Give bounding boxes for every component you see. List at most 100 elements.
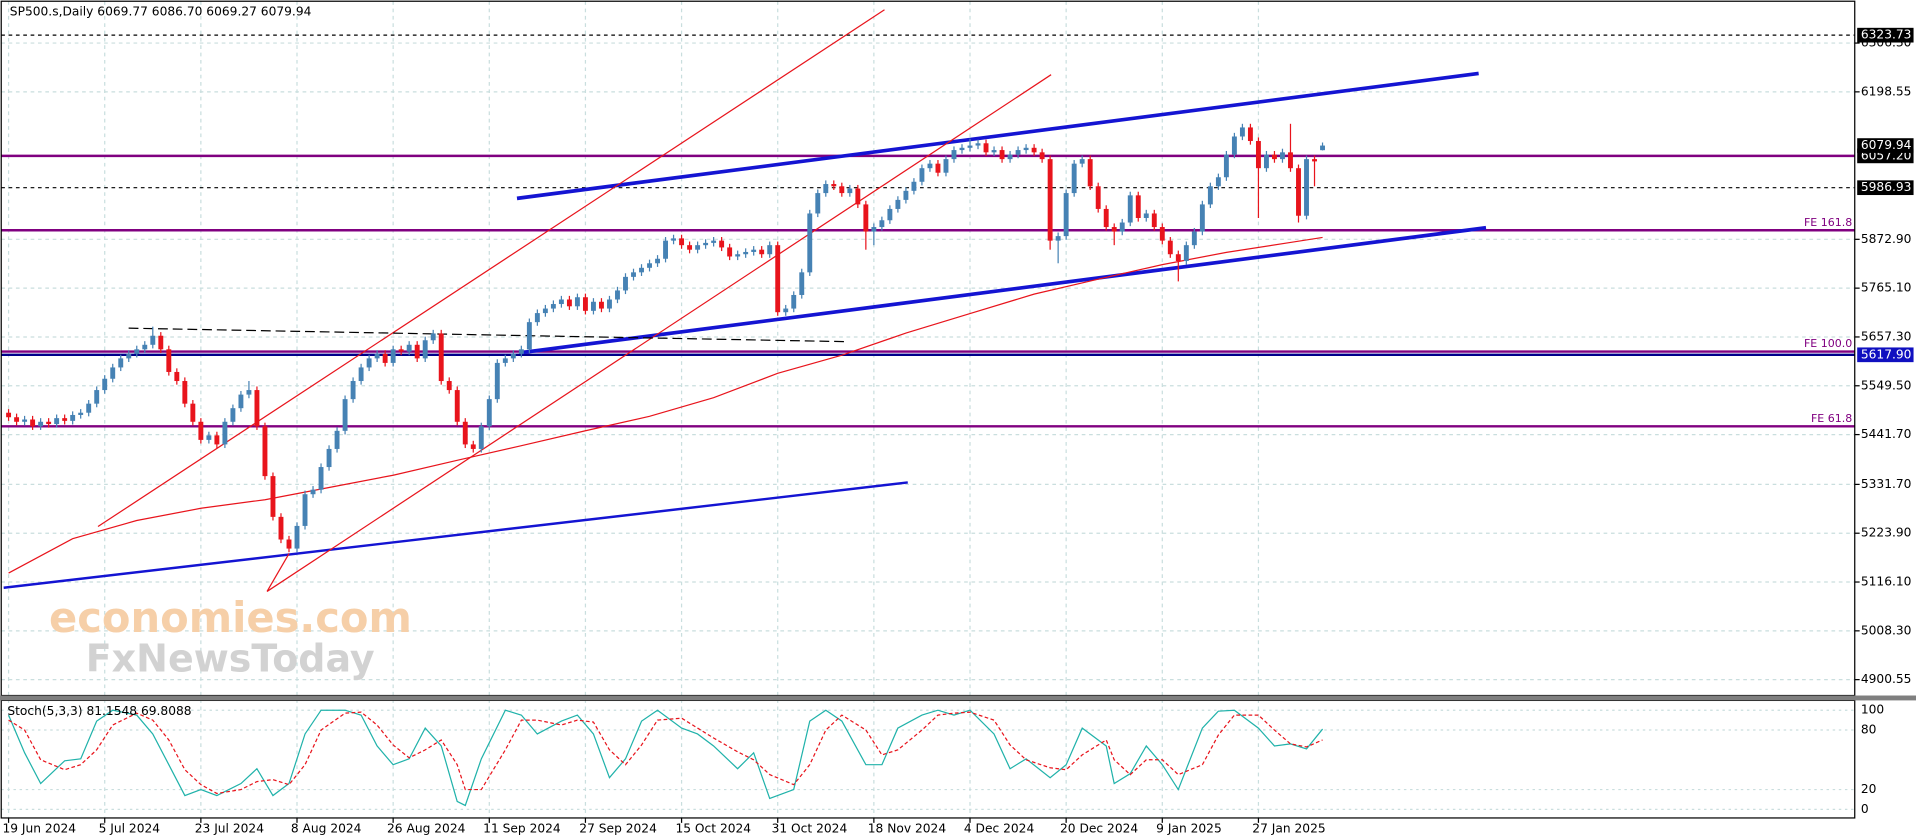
- level-label: FE 161.8: [1804, 216, 1852, 229]
- candle-body: [438, 333, 444, 382]
- candle-body: [574, 297, 580, 307]
- indicator-tick-label: 80: [1861, 723, 1877, 737]
- trend-line: [128, 327, 846, 343]
- candle-body: [166, 349, 172, 372]
- candle-body: [959, 147, 965, 151]
- candle-body: [647, 263, 652, 268]
- candle-body: [991, 150, 997, 153]
- candle-body: [214, 435, 220, 445]
- x-tick-label: 20 Dec 2024: [1060, 821, 1138, 835]
- x-tick-label: 5 Jul 2024: [99, 821, 161, 835]
- indicator-tick-label: 20: [1861, 782, 1877, 796]
- y-tick-label: 5116.10: [1861, 575, 1912, 589]
- candle-body: [118, 358, 124, 368]
- candle-body: [78, 412, 84, 415]
- candle-body: [1071, 163, 1077, 194]
- watermark: economies.com: [49, 593, 412, 642]
- candle-body: [887, 208, 893, 221]
- candle-body: [582, 297, 588, 311]
- candle-body: [470, 444, 476, 449]
- candle-body: [406, 344, 412, 352]
- y-tick-label: 5441.70: [1861, 427, 1912, 441]
- indicator-line: [8, 709, 1324, 807]
- candle-body: [1280, 152, 1285, 160]
- candle-body: [198, 421, 204, 440]
- moving-average: [8, 236, 1323, 574]
- candle-body: [318, 467, 324, 490]
- frame: [0, 0, 1916, 823]
- trend-line: [520, 225, 1487, 355]
- trend-line: [516, 71, 1479, 201]
- candle-body: [1031, 147, 1037, 153]
- candle-body: [1215, 177, 1221, 187]
- candle-body: [1175, 254, 1181, 262]
- candle-body: [1223, 154, 1229, 178]
- candle-body: [542, 308, 548, 314]
- y-tick-label: 6198.55: [1861, 84, 1912, 98]
- candle-body: [38, 421, 44, 427]
- candle-body: [855, 188, 861, 205]
- candle-body: [518, 349, 524, 354]
- candle-body: [86, 403, 92, 413]
- candle-body: [615, 290, 620, 300]
- candle-body: [783, 308, 789, 313]
- candle-body: [1143, 213, 1149, 218]
- candle-body: [1304, 159, 1309, 216]
- candle-body: [510, 353, 516, 359]
- candle-body: [895, 199, 901, 209]
- candle-body: [414, 344, 420, 359]
- candle-body: [967, 145, 973, 148]
- candle-body: [342, 399, 348, 431]
- candle-body: [422, 340, 428, 359]
- y-tick-label: 5223.90: [1861, 526, 1912, 540]
- candle-body: [943, 159, 949, 173]
- candle-body: [1063, 193, 1069, 237]
- candle-body: [871, 227, 877, 232]
- x-tick-label: 26 Aug 2024: [387, 821, 466, 835]
- candle-body: [735, 254, 741, 257]
- x-tick-label: 4 Dec 2024: [964, 821, 1035, 835]
- candle-body: [727, 247, 733, 257]
- candle-body: [1247, 127, 1253, 142]
- candle-body: [190, 403, 196, 422]
- candle-body: [454, 390, 460, 422]
- drawings: [3, 9, 1487, 592]
- candle-body: [639, 267, 644, 273]
- trend-line: [3, 481, 908, 589]
- y-tick-label: 5549.50: [1861, 378, 1912, 392]
- candle-body: [1320, 145, 1325, 151]
- candle-body: [1127, 195, 1133, 223]
- candle-body: [863, 204, 869, 232]
- candle-body: [1272, 154, 1277, 160]
- candle-body: [382, 353, 388, 363]
- candle-body: [1047, 159, 1053, 241]
- level-label: FE 61.8: [1811, 412, 1852, 425]
- chart-title: SP500.s,Daily 6069.77 6086.70 6069.27 60…: [10, 5, 312, 19]
- trend-line: [266, 553, 290, 592]
- candle-body: [270, 476, 276, 517]
- candle-body: [430, 333, 436, 341]
- x-tick-label: 8 Aug 2024: [291, 821, 362, 835]
- candle-body: [254, 390, 260, 427]
- candle-body: [847, 188, 853, 194]
- candle-body: [334, 430, 340, 449]
- candle-body: [671, 238, 677, 241]
- candle-body: [607, 299, 612, 309]
- candle-body: [1007, 154, 1013, 160]
- candle-body: [150, 335, 156, 345]
- candle-body: [839, 186, 845, 194]
- candle-body: [358, 367, 364, 382]
- indicator-layer: [8, 709, 1324, 807]
- candle-body: [1095, 186, 1101, 209]
- candle-body: [1183, 245, 1189, 262]
- candle-body: [879, 220, 885, 228]
- candle-body: [1207, 186, 1213, 205]
- candle-body: [110, 367, 116, 379]
- candle-body: [1055, 236, 1061, 241]
- y-tick-label: 5008.30: [1861, 623, 1912, 637]
- candle-body: [1135, 195, 1141, 218]
- candle-body: [1263, 154, 1269, 169]
- watermark: FxNewsToday: [86, 637, 375, 681]
- candle-body: [398, 349, 404, 352]
